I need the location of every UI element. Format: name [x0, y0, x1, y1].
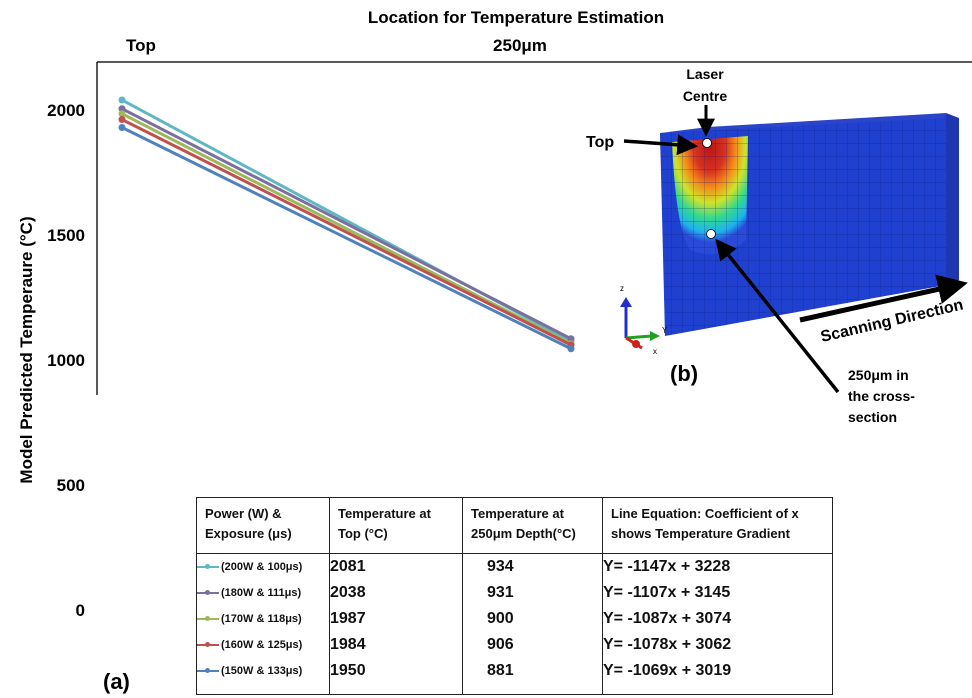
x-category-250um: 250μm [493, 36, 547, 55]
series-point-4-0 [118, 124, 126, 131]
legend-swatch [197, 642, 219, 647]
depth-point-dot [706, 229, 716, 239]
results-table: Power (W) & Exposure (μs) Temperature at T… [196, 497, 833, 695]
equation-value: Y= -1107x + 3145 [603, 584, 731, 601]
legend-label: (170W & 118μs) [221, 613, 302, 625]
panel-label-b: (b) [670, 361, 698, 386]
series-line-4 [121, 126, 572, 351]
axis-triad: z Y x [620, 284, 668, 356]
legend-swatch [197, 668, 219, 673]
laser-label-1: Laser [686, 66, 724, 82]
block-right-face [946, 113, 959, 290]
svg-text:z: z [620, 284, 624, 293]
y-tick-label: 1500 [47, 226, 85, 245]
top-temp-value: 2038 [330, 584, 366, 601]
header-power: Power (W) & Exposure (μs) [196, 497, 330, 554]
depth-temp-value: 934 [487, 558, 514, 575]
block-top-face [660, 113, 946, 133]
table-header-row: Power (W) & Exposure (μs) Temperature at T… [196, 497, 833, 554]
top-temp-value: 1987 [330, 610, 366, 627]
depth-temp-value: 906 [487, 636, 514, 653]
depth-label-2: the cross- [848, 388, 915, 404]
legend-item: (200W & 100μs) [197, 554, 329, 580]
series-point-0-0 [118, 96, 126, 104]
series-lines [118, 96, 575, 353]
depth-temp-col: 934 931 900 906 881 [462, 553, 603, 695]
legend-label: (180W & 111μs) [221, 587, 302, 599]
equation-col: Y= -1147x + 3228 Y= -1107x + 3145 Y= -1087… [602, 553, 833, 695]
legend-item: (150W & 133μs) [197, 658, 329, 684]
series-point-4-1 [567, 345, 575, 353]
series-line-2 [121, 112, 572, 346]
depth-temp-value: 900 [487, 610, 514, 627]
y-tick-label: 500 [57, 476, 85, 495]
depth-temp-value: 931 [487, 584, 514, 601]
legend-label: (200W & 100μs) [221, 561, 303, 573]
svg-text:x: x [653, 347, 657, 356]
chart-title: Location for Temperature Estimation [368, 8, 664, 27]
header-temp-depth: Temperature at 250μm Depth(°C) [462, 497, 603, 554]
top-arrow [623, 134, 699, 156]
depth-label-3: section [848, 409, 897, 425]
depth-arrow [715, 238, 840, 394]
equation-value: Y= -1147x + 3228 [603, 558, 731, 575]
series-line-1 [121, 107, 572, 341]
top-temp-value: 2081 [330, 558, 366, 575]
legend-item: (160W & 125μs) [197, 632, 329, 658]
equation-value: Y= -1078x + 3062 [603, 636, 732, 653]
inset-heat-model: Laser Centre Top Scanning Direction 250μ… [586, 66, 968, 425]
legend-item: (170W & 118μs) [197, 606, 329, 632]
scan-arrow [799, 274, 968, 323]
top-label: Top [586, 134, 614, 151]
laser-centre-dot [702, 138, 712, 148]
y-tick-label: 0 [76, 601, 85, 620]
series-point-1-0 [118, 105, 126, 113]
top-temp-value: 1950 [330, 662, 366, 679]
top-temp-value: 1984 [330, 636, 366, 653]
series-point-1-1 [567, 335, 575, 343]
y-ticks: 0 500 1000 1500 2000 [47, 101, 85, 620]
table-body-row: (200W & 100μs) (180W & 111μs) (170W & 118μ… [196, 553, 833, 695]
legend-cell: (200W & 100μs) (180W & 111μs) (170W & 118μ… [196, 553, 330, 695]
header-temp-top: Temperature at Top (°C) [329, 497, 463, 554]
svg-text:Y: Y [662, 326, 668, 335]
depth-label-1: 250μm in [848, 367, 909, 383]
legend-swatch [197, 564, 219, 569]
depth-temp-value: 881 [487, 662, 514, 679]
series-line-3 [121, 118, 572, 347]
header-equation: Line Equation: Coefficient of x shows Tem… [602, 497, 833, 554]
top-temp-col: 2081 2038 1987 1984 1950 [329, 553, 463, 695]
y-tick-label: 1000 [47, 351, 85, 370]
y-tick-label: 2000 [47, 101, 85, 120]
legend-swatch [197, 590, 219, 595]
series-point-3-0 [118, 116, 126, 123]
legend-label: (150W & 133μs) [221, 665, 303, 677]
legend-swatch [197, 616, 219, 621]
equation-value: Y= -1087x + 3074 [603, 610, 732, 627]
laser-label-2: Centre [683, 88, 728, 104]
legend-label: (160W & 125μs) [221, 639, 303, 651]
series-point-2-0 [118, 110, 126, 118]
legend-item: (180W & 111μs) [197, 580, 329, 606]
x-category-top: Top [126, 36, 156, 55]
equation-value: Y= -1069x + 3019 [603, 662, 732, 679]
y-axis-label: Model Predicted Temperaure (°C) [17, 216, 36, 483]
panel-label-a: (a) [103, 669, 130, 694]
